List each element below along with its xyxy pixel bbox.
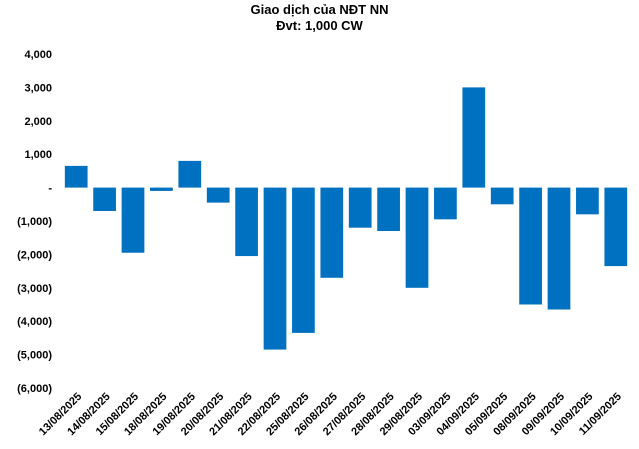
bar bbox=[604, 187, 628, 267]
bar bbox=[519, 187, 542, 305]
bar bbox=[235, 187, 258, 257]
y-tick-label: (4,000) bbox=[17, 316, 52, 328]
bar bbox=[263, 187, 287, 350]
bar bbox=[121, 187, 145, 253]
chart-title: Giao dịch của NĐT NN bbox=[250, 2, 389, 17]
bar bbox=[462, 87, 486, 188]
bar bbox=[64, 165, 88, 188]
bar bbox=[547, 187, 571, 310]
y-tick-label: - bbox=[48, 183, 52, 195]
bar bbox=[405, 187, 429, 288]
bar bbox=[348, 187, 372, 228]
y-tick-label: 2,000 bbox=[24, 116, 52, 128]
bar bbox=[292, 187, 315, 333]
bar bbox=[206, 187, 230, 203]
bar bbox=[377, 187, 400, 232]
y-tick-label: (5,000) bbox=[17, 350, 52, 362]
y-tick-label: 3,000 bbox=[24, 82, 52, 94]
y-tick-label: (6,000) bbox=[17, 383, 52, 395]
bar bbox=[150, 187, 173, 191]
bar bbox=[320, 187, 344, 278]
bar bbox=[434, 187, 457, 220]
bar bbox=[490, 187, 514, 205]
y-tick-label: (3,000) bbox=[17, 283, 52, 295]
chart-subtitle: Đvt: 1,000 CW bbox=[276, 18, 363, 33]
bar bbox=[93, 187, 116, 211]
y-tick-label: 4,000 bbox=[24, 49, 52, 61]
y-tick-label: (1,000) bbox=[17, 216, 52, 228]
y-tick-label: 1,000 bbox=[24, 149, 52, 161]
bar bbox=[576, 187, 599, 215]
y-tick-label: (2,000) bbox=[17, 249, 52, 261]
bar bbox=[178, 160, 202, 188]
